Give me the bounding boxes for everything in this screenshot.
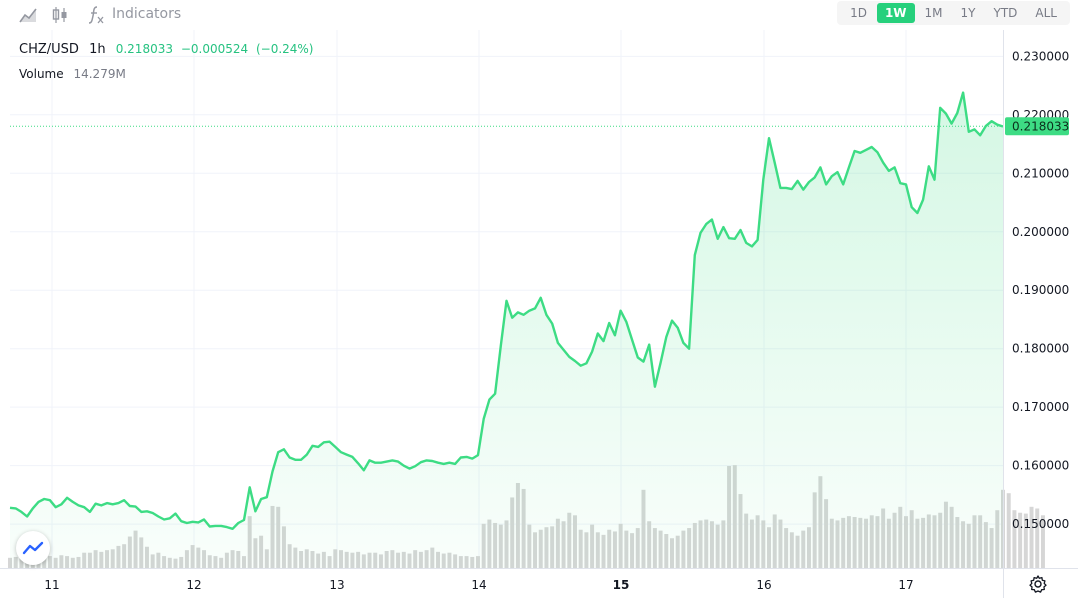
range-all-button[interactable]: ALL	[1035, 6, 1057, 20]
y-tick-label: 0.160000	[1012, 459, 1069, 473]
y-tick-label: 0.210000	[1012, 166, 1069, 180]
x-tick-label: 13	[329, 578, 344, 592]
x-tick-label: 15	[613, 578, 630, 592]
function-icon[interactable]	[86, 5, 108, 25]
price-series-line	[9, 91, 1004, 530]
x-tick-label: 17	[898, 578, 913, 592]
x-tick-label: 14	[471, 578, 486, 592]
x-tick-label: 12	[186, 578, 201, 592]
y-tick-label: 0.200000	[1012, 225, 1069, 239]
volume-bar	[1023, 513, 1028, 568]
last-price-value: 0.218033	[115, 42, 173, 56]
range-ytd-button[interactable]: YTD	[993, 6, 1018, 20]
volume-label: Volume	[19, 67, 64, 81]
series-legend: CHZ/USD 1h 0.218033 −0.000524 (−0.24%)	[19, 42, 314, 57]
volume-bar	[1029, 506, 1034, 568]
symbol-label[interactable]: CHZ/USD	[19, 42, 79, 57]
settings-gear-icon[interactable]	[1028, 574, 1048, 594]
volume-value: 14.279M	[73, 67, 126, 81]
area-chart-icon[interactable]	[18, 5, 40, 25]
price-area-fill	[10, 92, 1003, 568]
volume-bar	[1012, 510, 1017, 568]
candlestick-icon[interactable]	[50, 5, 72, 25]
volume-bar	[1018, 512, 1023, 568]
y-tick-label: 0.230000	[1012, 49, 1069, 63]
range-selector: 1D 1W 1M 1Y YTD ALL	[837, 1, 1070, 25]
chart-toolbar: Indicators 1D 1W 1M 1Y YTD ALL	[0, 0, 1078, 30]
y-tick-label: 0.190000	[1012, 283, 1069, 297]
volume-legend: Volume 14.279M	[19, 67, 126, 81]
change-value: −0.000524	[180, 42, 249, 56]
y-tick-label: 0.170000	[1012, 400, 1069, 414]
last-price-tag	[1005, 117, 1069, 136]
range-1w-button[interactable]: 1W	[876, 3, 915, 23]
tradingview-logo-icon[interactable]	[16, 531, 50, 565]
volume-bar	[1035, 508, 1040, 568]
x-tick-label: 16	[756, 578, 771, 592]
indicators-button[interactable]: Indicators	[112, 6, 182, 22]
volume-bar	[1040, 515, 1045, 568]
y-tick-label: 0.180000	[1012, 342, 1069, 356]
timeframe-label[interactable]: 1h	[89, 42, 106, 57]
y-tick-label: 0.150000	[1012, 517, 1069, 531]
range-1m-button[interactable]: 1M	[924, 6, 943, 20]
range-1y-button[interactable]: 1Y	[960, 6, 976, 20]
x-tick-label: 11	[44, 578, 59, 592]
change-percent-value: (−0.24%)	[255, 42, 314, 56]
range-1d-button[interactable]: 1D	[850, 6, 867, 20]
last-price-tag-label: 0.218033	[1012, 119, 1069, 133]
volume-bar	[1006, 493, 1011, 568]
